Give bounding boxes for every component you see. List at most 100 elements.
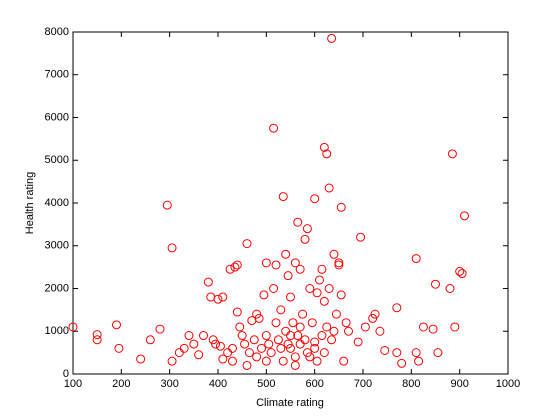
point [278,356,288,366]
point [447,149,457,159]
point [211,339,221,349]
point [310,194,320,204]
x-tick-label: 400 [209,378,227,390]
point [414,356,424,366]
point [368,313,378,323]
point [136,354,146,364]
point [312,288,322,298]
point [286,343,295,353]
point [218,292,228,302]
point [283,271,293,281]
point [92,335,102,345]
point [240,339,250,349]
point [428,324,438,334]
point [293,217,303,227]
point [397,358,407,368]
point [300,234,310,244]
x-tick-label: 100 [64,378,82,390]
y-tick-label: 8000 [45,26,69,38]
x-tick-label: 900 [450,378,468,390]
y-tick-label: 4000 [45,197,69,209]
point [199,331,208,341]
point [293,331,303,341]
point [370,309,380,319]
y-axis-label: Health rating [24,172,36,234]
point [213,294,223,304]
point [271,318,281,328]
point [162,200,172,210]
point [295,322,305,332]
point [392,303,402,313]
point [298,309,308,319]
point [271,260,281,270]
point [455,266,465,276]
point [92,330,102,340]
point [276,343,286,353]
x-tick-label: 700 [354,378,372,390]
point [324,183,334,193]
point [336,290,346,300]
point [68,322,78,332]
point [235,322,245,332]
point [317,264,327,274]
point [324,284,334,293]
y-tick-label: 1000 [45,325,69,337]
point [411,348,421,358]
point [228,343,237,353]
x-tick-label: 500 [257,378,275,390]
point [295,264,305,274]
point [167,356,177,366]
point [360,322,370,332]
point [322,149,332,159]
point [155,324,165,334]
point [329,249,339,259]
point [286,292,295,302]
point [276,305,286,315]
point [392,348,402,358]
point [114,343,124,353]
point [445,284,455,293]
point [266,348,276,358]
point [244,348,254,358]
point [261,356,271,366]
point [317,331,327,341]
point [334,260,344,270]
point [257,343,266,353]
x-axis-label: Climate rating [256,397,324,409]
point [194,350,204,360]
point [375,326,385,336]
point [225,264,235,274]
point [336,202,346,212]
point [290,258,300,268]
point [261,258,271,268]
point [433,348,443,358]
point [228,356,237,366]
x-tick-label: 800 [402,378,420,390]
point [305,352,315,362]
point [339,356,349,366]
point [380,345,390,355]
point [252,309,262,319]
point [300,335,310,345]
point [302,224,312,234]
point [184,331,194,341]
point [179,343,189,353]
point [237,331,247,341]
point [290,360,300,370]
point [310,337,320,347]
point [319,348,329,358]
point [218,354,228,364]
point [167,243,177,253]
point [315,275,324,285]
point [254,313,264,323]
point [215,341,225,351]
point [322,322,332,332]
point [418,322,428,332]
point [331,309,341,319]
point [329,326,339,336]
point [264,339,274,349]
point [232,307,242,317]
point [189,339,199,349]
point [319,296,329,306]
